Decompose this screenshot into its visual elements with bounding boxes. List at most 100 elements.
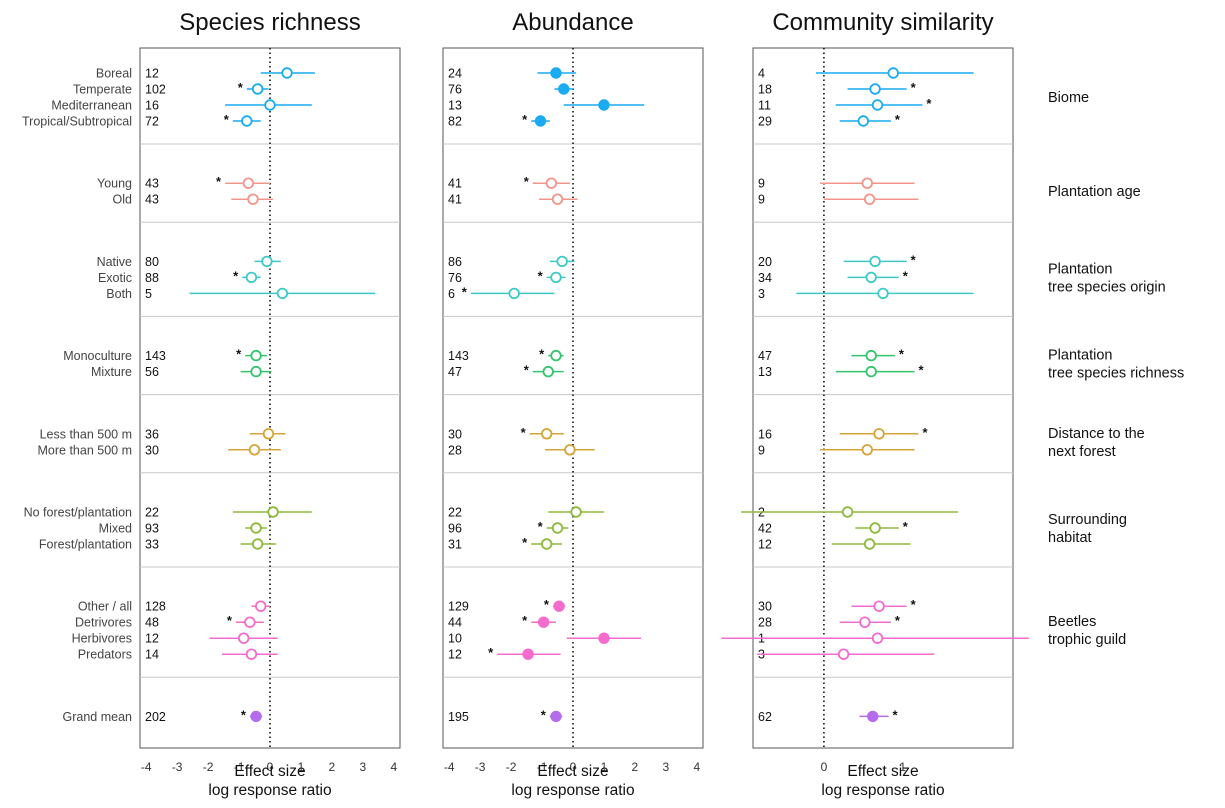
x-tick-label: -2 <box>506 760 517 774</box>
effect-size-point <box>869 83 881 95</box>
sample-size-label: 80 <box>145 255 159 269</box>
sample-size-label: 4 <box>758 67 765 81</box>
sample-size-label: 13 <box>448 99 462 113</box>
group-label: Beetles <box>1048 614 1096 630</box>
significance-star: * <box>899 347 905 362</box>
effect-size-point <box>570 506 582 518</box>
sample-size-label: 96 <box>448 522 462 536</box>
significance-star: * <box>522 112 528 127</box>
row-label: Mixed <box>99 522 132 536</box>
effect-size-point <box>861 444 873 456</box>
row-label: Mixture <box>91 365 132 379</box>
effect-size-point <box>262 428 275 440</box>
effect-size-point <box>877 287 889 300</box>
x-tick-label: 1 <box>601 760 608 774</box>
sample-size-label: 48 <box>145 616 159 630</box>
sample-size-label: 31 <box>448 538 462 552</box>
group-label: tree species origin <box>1048 279 1166 295</box>
effect-size-point <box>550 67 562 79</box>
significance-star: * <box>544 597 550 612</box>
effect-size-point <box>540 428 553 440</box>
x-axis-title: Effect size <box>234 763 305 780</box>
effect-size-point <box>245 271 258 284</box>
group-label: next forest <box>1048 444 1116 460</box>
effect-size-point <box>869 255 881 268</box>
significance-star: * <box>538 268 544 283</box>
significance-star: * <box>488 645 494 660</box>
sample-size-label: 22 <box>448 506 462 520</box>
sample-size-label: 30 <box>448 427 462 441</box>
panel-title-3: Community similarity <box>772 9 993 36</box>
effect-size-point <box>873 428 885 440</box>
effect-size-point <box>261 255 273 268</box>
effect-size-point <box>545 177 558 189</box>
sample-size-label: 9 <box>758 443 765 457</box>
sample-size-label: 41 <box>448 177 462 191</box>
significance-star: * <box>919 363 925 378</box>
sample-size-label: 16 <box>758 427 772 441</box>
row-label: Predators <box>78 648 132 662</box>
row-label: No forest/plantation <box>24 506 132 520</box>
sample-size-label: 36 <box>145 427 159 441</box>
significance-star: * <box>238 80 244 95</box>
effect-size-point <box>534 115 547 127</box>
row-label: Mediterranean <box>51 99 132 113</box>
effect-size-point <box>251 83 264 95</box>
sample-size-label: 5 <box>145 287 152 301</box>
significance-star: * <box>903 268 909 283</box>
sample-size-label: 20 <box>758 255 772 269</box>
effect-size-point <box>867 710 879 723</box>
x-tick-label: 1 <box>899 760 906 774</box>
x-tick-label: -2 <box>203 760 214 774</box>
x-axis-title-line-2: log response ratio <box>511 782 634 799</box>
effect-size-point <box>564 444 576 456</box>
panel-title-2: Abundance <box>512 9 633 36</box>
sample-size-label: 129 <box>448 600 469 614</box>
effect-size-point <box>861 177 873 189</box>
x-axis-title: Effect size <box>537 763 608 780</box>
sample-size-label: 128 <box>145 600 166 614</box>
group-label: Plantation <box>1048 261 1113 277</box>
sample-size-label: 72 <box>145 115 159 129</box>
sample-size-label: 47 <box>448 365 462 379</box>
significance-star: * <box>895 112 901 127</box>
x-tick-label: 3 <box>360 760 367 774</box>
group-label: Plantation age <box>1048 184 1141 200</box>
effect-size-point <box>556 255 568 268</box>
effect-size-point <box>871 99 884 111</box>
effect-size-point <box>550 271 562 284</box>
effect-size-point <box>551 193 564 205</box>
x-tick-label: 1 <box>298 760 305 774</box>
panel-title-1: Species richness <box>179 9 360 36</box>
sample-size-label: 195 <box>448 710 469 724</box>
significance-star: * <box>541 707 547 722</box>
significance-star: * <box>224 112 230 127</box>
effect-size-point <box>865 349 877 362</box>
significance-star: * <box>895 613 901 628</box>
sample-size-label: 202 <box>145 710 166 724</box>
sample-size-label: 43 <box>145 193 159 207</box>
effect-size-point <box>244 616 256 628</box>
x-tick-label: -1 <box>537 760 548 774</box>
effect-size-point <box>255 600 267 612</box>
row-label: Herbivores <box>72 632 132 646</box>
row-label: Detrivores <box>75 616 132 630</box>
sample-size-label: 93 <box>145 522 159 536</box>
effect-size-point <box>869 522 881 534</box>
x-tick-label: -4 <box>444 760 455 774</box>
sample-size-label: 12 <box>145 67 159 81</box>
effect-size-point <box>865 365 877 378</box>
effect-size-point <box>598 632 610 644</box>
effect-size-point <box>241 115 253 127</box>
x-tick-label: 0 <box>570 760 577 774</box>
group-label: habitat <box>1048 530 1092 546</box>
sample-size-label: 22 <box>145 506 159 520</box>
sample-size-label: 76 <box>448 83 462 97</box>
significance-star: * <box>227 613 233 628</box>
x-tick-label: 0 <box>821 760 828 774</box>
group-label: tree species richness <box>1048 366 1184 382</box>
sample-size-label: 18 <box>758 83 772 97</box>
effect-size-point <box>247 193 259 205</box>
row-label: Temperate <box>73 83 132 97</box>
